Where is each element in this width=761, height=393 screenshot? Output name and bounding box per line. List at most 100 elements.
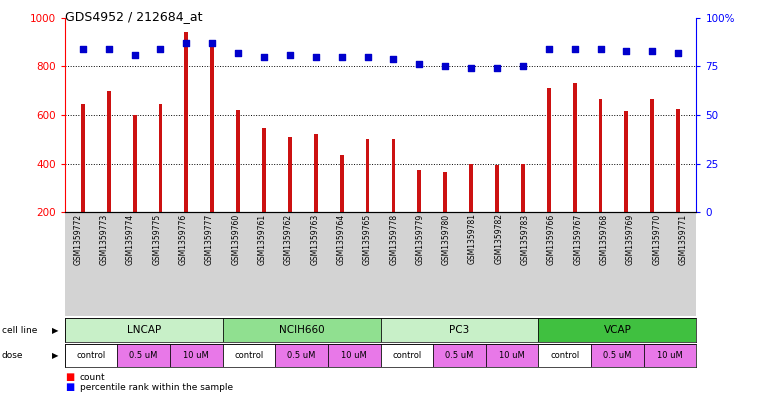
Text: control: control bbox=[76, 351, 106, 360]
Text: ▶: ▶ bbox=[52, 351, 59, 360]
Bar bbox=[236, 110, 240, 212]
Text: GSM1359766: GSM1359766 bbox=[547, 213, 556, 264]
Bar bbox=[170, 344, 223, 367]
Bar bbox=[117, 344, 170, 367]
Bar bbox=[521, 163, 525, 212]
Bar bbox=[365, 139, 370, 212]
Point bbox=[543, 46, 555, 52]
Point bbox=[154, 46, 167, 52]
Point bbox=[180, 40, 193, 46]
Bar bbox=[65, 318, 223, 342]
Bar bbox=[288, 137, 291, 212]
Text: 10 uM: 10 uM bbox=[183, 351, 209, 360]
Text: GSM1359781: GSM1359781 bbox=[468, 213, 477, 264]
Text: cell line: cell line bbox=[2, 326, 37, 334]
Bar bbox=[470, 163, 473, 212]
Text: GSM1359771: GSM1359771 bbox=[679, 213, 688, 264]
Text: GSM1359783: GSM1359783 bbox=[521, 213, 530, 264]
Point bbox=[77, 46, 89, 52]
Text: 0.5 uM: 0.5 uM bbox=[129, 351, 158, 360]
Point bbox=[439, 63, 451, 70]
Text: GSM1359760: GSM1359760 bbox=[231, 213, 240, 264]
Text: 10 uM: 10 uM bbox=[499, 351, 525, 360]
Text: GSM1359780: GSM1359780 bbox=[442, 213, 451, 264]
Text: GSM1359776: GSM1359776 bbox=[179, 213, 188, 264]
Bar bbox=[539, 344, 591, 367]
Text: GSM1359761: GSM1359761 bbox=[257, 213, 266, 264]
Text: ■: ■ bbox=[65, 372, 74, 382]
Point bbox=[103, 46, 115, 52]
Text: percentile rank within the sample: percentile rank within the sample bbox=[80, 383, 233, 391]
Text: control: control bbox=[392, 351, 422, 360]
Text: GSM1359782: GSM1359782 bbox=[495, 213, 504, 264]
Point bbox=[672, 50, 684, 56]
Point bbox=[232, 50, 244, 56]
Text: NCIH660: NCIH660 bbox=[279, 325, 324, 335]
Bar bbox=[677, 109, 680, 212]
Point bbox=[361, 53, 374, 60]
Text: GSM1359764: GSM1359764 bbox=[336, 213, 345, 264]
Text: ▶: ▶ bbox=[52, 326, 59, 334]
Bar bbox=[339, 155, 344, 212]
Point bbox=[284, 51, 296, 58]
Text: GSM1359770: GSM1359770 bbox=[652, 213, 661, 264]
Text: GSM1359772: GSM1359772 bbox=[73, 213, 82, 264]
Text: 0.5 uM: 0.5 uM bbox=[288, 351, 316, 360]
Text: VCAP: VCAP bbox=[603, 325, 632, 335]
Bar bbox=[223, 318, 380, 342]
Point bbox=[129, 51, 141, 58]
Text: 0.5 uM: 0.5 uM bbox=[445, 351, 473, 360]
Bar bbox=[158, 104, 162, 212]
Bar bbox=[210, 40, 214, 212]
Text: 10 uM: 10 uM bbox=[341, 351, 367, 360]
Point bbox=[646, 48, 658, 54]
Bar bbox=[443, 172, 447, 212]
Bar bbox=[486, 344, 539, 367]
Text: GSM1359765: GSM1359765 bbox=[363, 213, 372, 264]
Point bbox=[594, 46, 607, 52]
Bar bbox=[625, 111, 629, 212]
Bar bbox=[644, 344, 696, 367]
Point bbox=[568, 46, 581, 52]
Bar bbox=[275, 344, 328, 367]
Text: 0.5 uM: 0.5 uM bbox=[603, 351, 632, 360]
Point bbox=[517, 63, 529, 70]
Text: dose: dose bbox=[2, 351, 23, 360]
Bar bbox=[573, 83, 577, 212]
Text: GSM1359762: GSM1359762 bbox=[284, 213, 293, 264]
Text: control: control bbox=[550, 351, 579, 360]
Bar bbox=[599, 99, 603, 212]
Point bbox=[491, 65, 503, 72]
Text: PC3: PC3 bbox=[449, 325, 470, 335]
Bar bbox=[65, 344, 117, 367]
Bar bbox=[262, 129, 266, 212]
Text: LNCAP: LNCAP bbox=[126, 325, 161, 335]
Bar bbox=[417, 170, 422, 212]
Bar bbox=[380, 318, 539, 342]
Bar bbox=[223, 344, 275, 367]
Text: count: count bbox=[80, 373, 106, 382]
Point bbox=[387, 55, 400, 62]
Text: GSM1359767: GSM1359767 bbox=[573, 213, 582, 264]
Bar bbox=[314, 134, 318, 212]
Bar bbox=[539, 318, 696, 342]
Point bbox=[620, 48, 632, 54]
Bar bbox=[132, 115, 136, 212]
Bar bbox=[328, 344, 380, 367]
Point bbox=[258, 53, 270, 60]
Bar bbox=[547, 88, 551, 212]
Point bbox=[413, 61, 425, 68]
Bar bbox=[591, 344, 644, 367]
Text: GDS4952 / 212684_at: GDS4952 / 212684_at bbox=[65, 10, 202, 23]
Point bbox=[465, 65, 477, 72]
Point bbox=[206, 40, 218, 46]
Text: GSM1359779: GSM1359779 bbox=[416, 213, 425, 264]
Text: GSM1359775: GSM1359775 bbox=[152, 213, 161, 264]
Text: GSM1359763: GSM1359763 bbox=[310, 213, 319, 264]
Text: 10 uM: 10 uM bbox=[657, 351, 683, 360]
Point bbox=[336, 53, 348, 60]
Bar bbox=[433, 344, 486, 367]
Text: GSM1359777: GSM1359777 bbox=[205, 213, 214, 264]
Text: GSM1359768: GSM1359768 bbox=[600, 213, 609, 264]
Point bbox=[310, 53, 322, 60]
